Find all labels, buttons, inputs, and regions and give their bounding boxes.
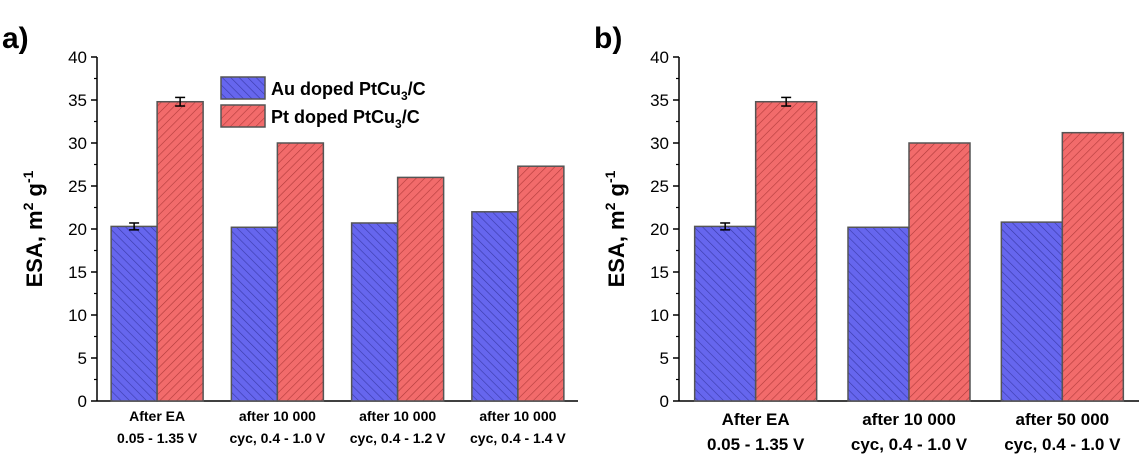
y-tick-label: 35 — [68, 91, 87, 110]
legend-label-main: Pt doped PtCu — [271, 107, 395, 127]
bar-au-doped — [471, 211, 519, 402]
y-tick-label: 0 — [78, 392, 87, 411]
x-category-label: 0.05 - 1.35 V — [117, 430, 198, 446]
x-category-label: cyc, 0.4 - 1.0 V — [1004, 435, 1121, 454]
bar-au-doped — [1000, 221, 1064, 402]
error-bar — [129, 222, 140, 231]
y-tick-label: 30 — [68, 134, 87, 153]
x-category-label: after 10 000 — [359, 408, 436, 424]
y-axis-title-mid: g — [604, 183, 629, 203]
bar-au-doped — [847, 226, 910, 402]
y-tick-label: 10 — [650, 306, 669, 325]
bar-au-doped — [230, 226, 279, 402]
bar-au-doped — [110, 225, 158, 402]
panel-label: b) — [594, 22, 622, 55]
bar-pt-doped — [1061, 131, 1125, 402]
x-category-label: cyc, 0.4 - 1.0 V — [230, 430, 326, 446]
y-axis-title-sup: -1 — [602, 170, 618, 183]
y-axis-title: ESA, m2 g-1 — [20, 170, 47, 287]
x-category-label: cyc, 0.4 - 1.0 V — [851, 435, 968, 454]
bar-au-doped — [693, 225, 757, 402]
y-tick-label: 25 — [68, 177, 87, 196]
y-tick-label: 20 — [68, 220, 87, 239]
y-tick-label: 5 — [78, 349, 87, 368]
bar-pt-doped — [517, 165, 565, 402]
y-axis-title-sup: -1 — [20, 170, 36, 183]
x-category-label: after 10 000 — [479, 408, 556, 424]
x-category-label: after 10 000 — [239, 408, 316, 424]
legend-label-sub: 3 — [401, 89, 408, 103]
x-category-label: cyc, 0.4 - 1.2 V — [350, 430, 446, 446]
legend-label-tail: /C — [402, 107, 420, 127]
error-bar — [781, 96, 792, 107]
bar-pt-doped — [908, 142, 971, 402]
y-axis-title-sup: 2 — [602, 202, 618, 210]
x-category-label: After EA — [722, 410, 790, 429]
y-axis-title-sup: 2 — [20, 202, 36, 210]
legend-label: Au doped PtCu3/C — [271, 79, 426, 103]
y-axis-title: ESA, m2 g-1 — [602, 170, 629, 287]
chart-panel-a: a) 0 5 10 15 20 25 30 35 40 ESA, m2 g-1 After EA 0.0… — [2, 22, 578, 446]
legend-swatch-au — [220, 76, 266, 100]
bar-pt-doped — [276, 142, 325, 402]
bar-pt-doped — [754, 100, 818, 402]
y-tick-label: 25 — [650, 177, 669, 196]
y-axis-title-mid: g — [22, 183, 47, 203]
y-tick-label: 10 — [68, 306, 87, 325]
error-bar — [175, 96, 186, 107]
y-tick-label: 40 — [650, 48, 669, 67]
legend-label: Pt doped PtCu3/C — [271, 107, 420, 131]
x-category-label: 0.05 - 1.35 V — [707, 435, 805, 454]
y-tick-label: 5 — [660, 349, 669, 368]
x-category-label: after 50 000 — [1016, 410, 1110, 429]
x-category-label: After EA — [129, 408, 185, 424]
chart-panel-b: b) 0 5 10 15 20 25 30 35 40 ESA, m2 g-1 After EA 0.0… — [594, 22, 1139, 454]
y-tick-label: 30 — [650, 134, 669, 153]
bar-pt-doped — [156, 100, 204, 402]
legend-label-tail: /C — [408, 79, 426, 99]
bar-au-doped — [350, 222, 399, 402]
legend-label-main: Au doped PtCu — [271, 79, 401, 99]
y-tick-label: 15 — [650, 263, 669, 282]
y-tick-label: 0 — [660, 392, 669, 411]
error-bar — [720, 222, 731, 231]
panel-label: a) — [2, 22, 29, 55]
y-tick-label: 15 — [68, 263, 87, 282]
y-tick-label: 35 — [650, 91, 669, 110]
legend: Au doped PtCu3/CPt doped PtCu3/C — [220, 76, 426, 131]
y-tick-label: 40 — [68, 48, 87, 67]
y-tick-label: 20 — [650, 220, 669, 239]
y-axis-title-main: ESA, m — [22, 210, 47, 287]
x-category-label: after 10 000 — [862, 410, 956, 429]
bar-pt-doped — [396, 176, 445, 402]
y-axis-title-main: ESA, m — [604, 210, 629, 287]
legend-swatch-pt — [220, 104, 266, 128]
legend-label-sub: 3 — [395, 117, 402, 131]
x-category-label: cyc, 0.4 - 1.4 V — [470, 430, 566, 446]
